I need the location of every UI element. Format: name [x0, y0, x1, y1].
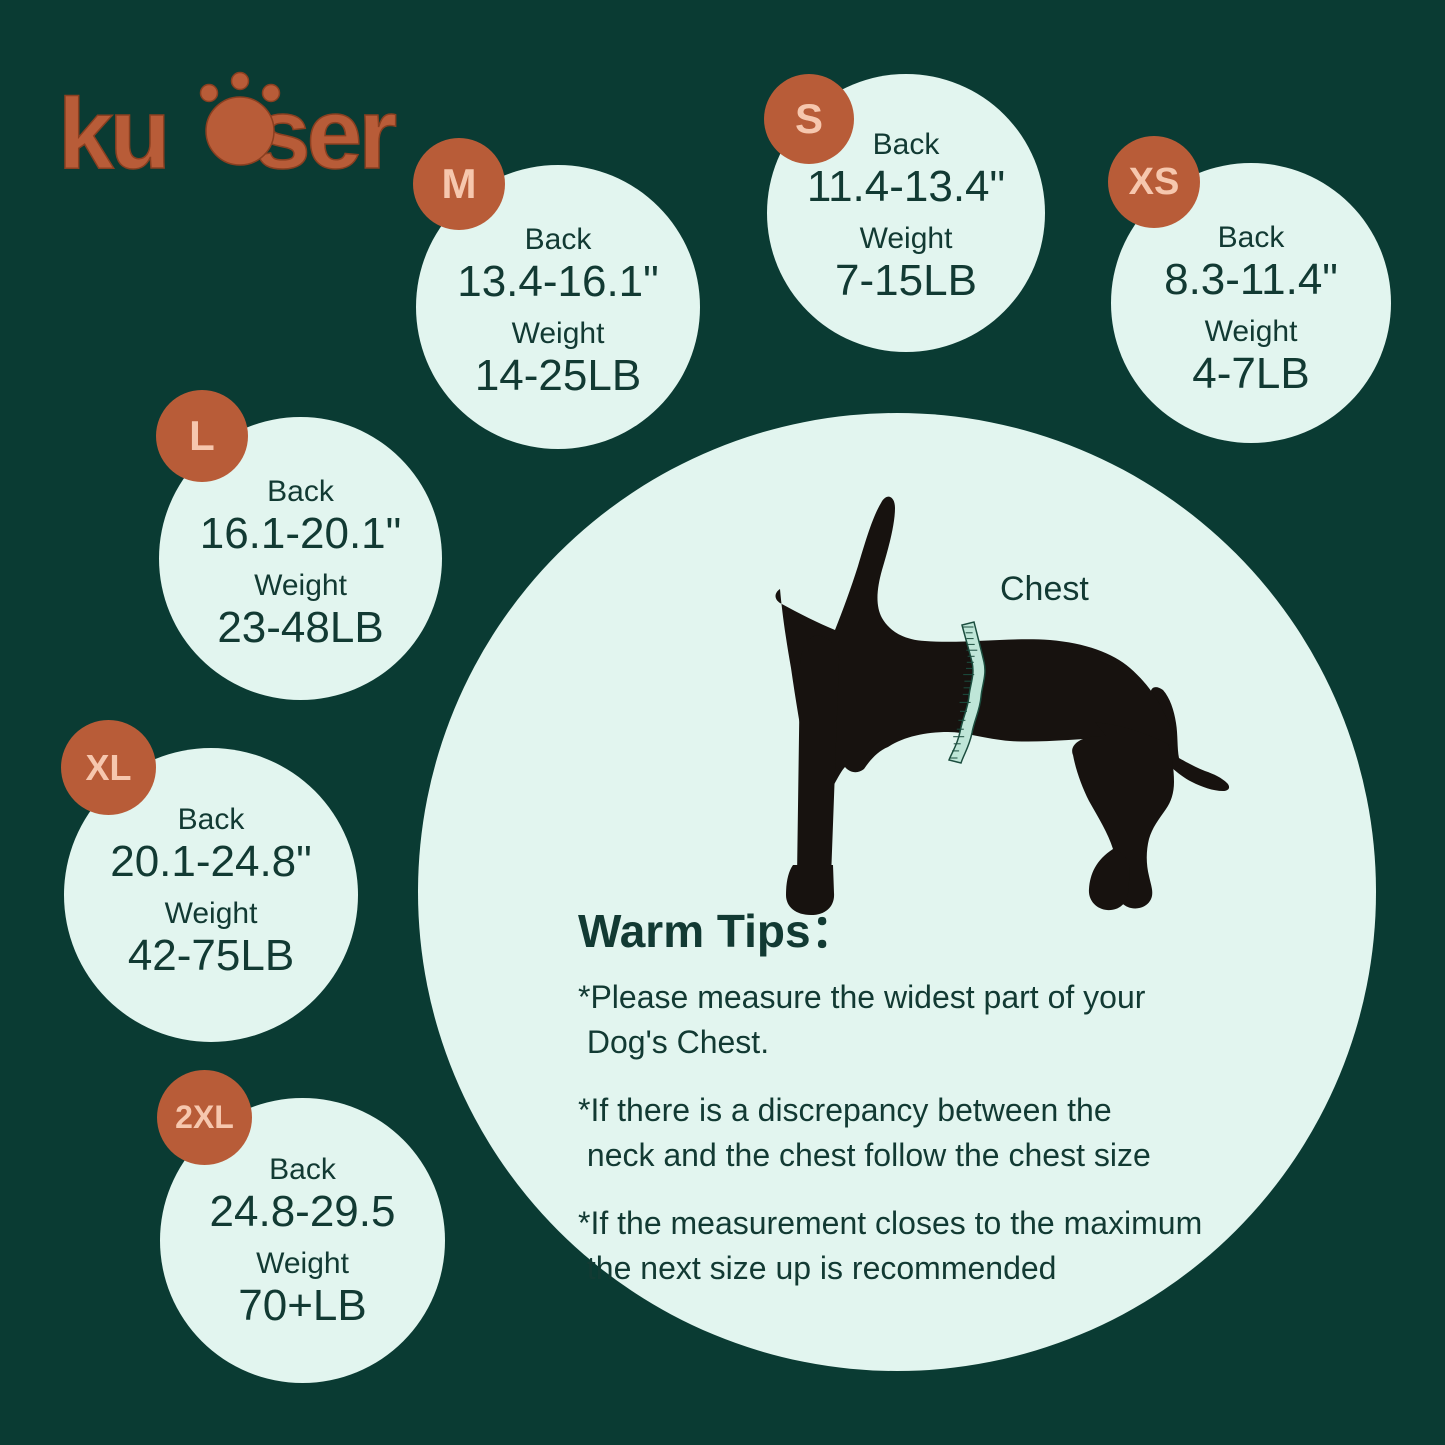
- svg-text:ku: ku: [58, 78, 167, 190]
- svg-text:Chest: Chest: [1000, 570, 1089, 608]
